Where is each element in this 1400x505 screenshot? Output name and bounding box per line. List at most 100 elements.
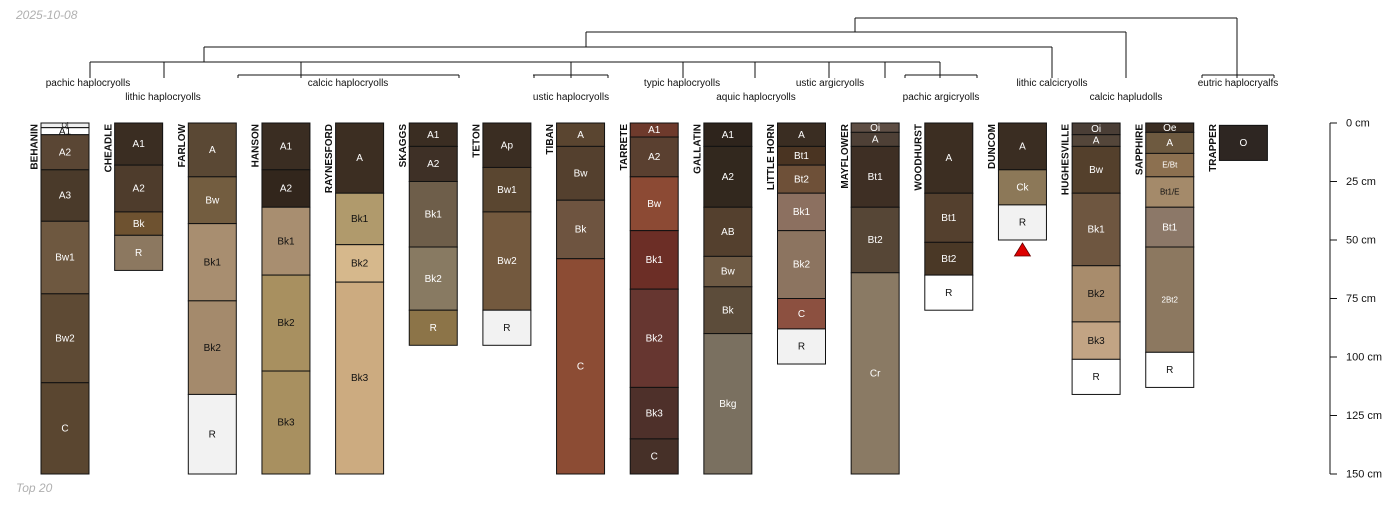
horizon-hanson-bk3 [261, 370, 311, 475]
profile-name-sapphire: SAPPHIRE [1134, 124, 1145, 175]
horizon-hanson-a2 [261, 169, 311, 208]
profile-name-hughesville: HUGHESVILLE [1061, 124, 1072, 195]
horizon-label-sapphire-2bt2: 2Bt2 [1162, 295, 1179, 304]
horizon-gallatin-a2 [703, 145, 753, 208]
horizon-label-behanin-a1: A1 [59, 126, 72, 137]
horizon-hanson-a1 [261, 122, 311, 171]
horizon-label-duncom-a: A [1019, 142, 1026, 153]
horizon-label-trapper-o: O [1240, 138, 1248, 149]
horizon-label-raynesford-bk2: Bk2 [351, 259, 369, 270]
horizon-behanin-c [40, 382, 90, 475]
horizon-label-teton-r: R [503, 323, 510, 334]
horizon-label-behanin-bw2: Bw2 [55, 333, 75, 344]
horizon-label-behanin-bw1: Bw1 [55, 253, 75, 264]
horizon-hanson-bk1 [261, 206, 311, 276]
horizon-label-sapphire-e-bt: E/Bt [1162, 161, 1178, 170]
profile-name-tiban: TIBAN [545, 124, 556, 155]
horizon-label-farlow-a: A [209, 145, 216, 156]
depth-tick-label: 25 cm [1346, 176, 1376, 188]
horizon-gallatin-ab [703, 206, 753, 257]
horizon-label-sapphire-r: R [1166, 365, 1173, 376]
horizon-label-teton-bw1: Bw1 [497, 185, 517, 196]
horizon-label-mayflower-a: A [872, 135, 879, 146]
footer-label: Top 20 [16, 481, 53, 495]
horizon-label-cheadle-a2: A2 [133, 184, 146, 195]
profile-name-gallatin: GALLATIN [692, 124, 703, 174]
horizon-label-skaggs-bk1: Bk1 [425, 209, 443, 220]
group-label-pachic-argicryolls: pachic argicryolls [903, 92, 980, 103]
horizon-label-hughesville-a: A [1093, 136, 1100, 147]
horizon-label-hughesville-bk3: Bk3 [1087, 336, 1105, 347]
horizon-farlow-bk1 [187, 223, 237, 302]
profile-name-little-horn: LITTLE HORN [766, 124, 777, 190]
depth-tick-label: 0 cm [1346, 117, 1370, 129]
horizon-teton-bw2 [482, 211, 532, 311]
profile-name-skaggs: SKAGGS [398, 124, 409, 168]
horizon-raynesford-bk2 [335, 244, 385, 283]
horizon-label-behanin-oi: Oi [62, 123, 69, 130]
horizon-label-raynesford-a: A [356, 153, 363, 164]
horizon-sapphire-bt1-e [1145, 176, 1195, 208]
horizon-label-hughesville-bw: Bw [1089, 165, 1104, 176]
horizon-hanson-bk2 [261, 274, 311, 372]
horizon-hughesville-r [1071, 358, 1121, 395]
horizon-duncom-ck [997, 169, 1047, 206]
group-label-lithic-haplocryolls: lithic haplocryolls [125, 92, 201, 103]
horizon-little-horn-r [777, 328, 826, 365]
horizon-label-tiban-a: A [577, 130, 584, 141]
horizon-label-mayflower-bt1: Bt1 [868, 172, 883, 183]
horizon-label-teton-ap: Ap [501, 140, 514, 151]
horizon-label-hanson-bk3: Bk3 [277, 418, 295, 429]
horizon-label-tiban-bk: Bk [575, 225, 588, 236]
horizon-label-little-horn-r: R [798, 342, 805, 353]
horizon-label-farlow-bk1: Bk1 [204, 257, 222, 268]
horizon-label-tiban-c: C [577, 362, 584, 373]
horizon-label-farlow-r: R [209, 429, 216, 440]
horizon-behanin-bw2 [40, 293, 90, 384]
profile-name-hanson: HANSON [251, 124, 262, 167]
horizon-woodhurst-r [924, 274, 974, 311]
horizon-label-gallatin-bw: Bw [721, 267, 736, 278]
group-label-lithic-calcicryolls: lithic calcicryolls [1016, 78, 1087, 89]
horizon-label-hughesville-bk1: Bk1 [1087, 225, 1105, 236]
horizon-label-tarrete-bk2: Bk2 [646, 333, 664, 344]
horizon-label-hughesville-oi: Oi [1091, 124, 1101, 135]
horizon-trapper-o [1218, 124, 1268, 161]
horizon-label-mayflower-oi: Oi [870, 123, 880, 134]
horizon-raynesford-bk3 [335, 281, 385, 475]
horizon-teton-r [482, 309, 532, 346]
horizon-label-mayflower-cr: Cr [870, 369, 881, 380]
profile-name-mayflower: MAYFLOWER [840, 123, 851, 188]
group-label-pachic-haplocryolls: pachic haplocryolls [46, 78, 131, 89]
horizon-mayflower-bt1 [850, 145, 900, 208]
horizon-gallatin-bk [703, 286, 753, 335]
group-label-ustic-haplocryolls: ustic haplocryolls [533, 92, 609, 103]
horizon-hughesville-bk1 [1071, 192, 1121, 267]
horizon-label-gallatin-a2: A2 [722, 172, 735, 183]
horizon-woodhurst-bt2 [924, 241, 974, 276]
horizon-label-gallatin-ab: AB [721, 227, 735, 238]
horizon-label-cheadle-a1: A1 [133, 139, 146, 150]
profile-name-tarrete: TARRETE [619, 124, 630, 171]
horizon-tarrete-bw [629, 176, 679, 232]
horizon-label-tarrete-a2: A2 [648, 152, 661, 163]
date-label: 2025-10-08 [16, 8, 78, 22]
horizon-label-sapphire-bt1: Bt1 [1162, 222, 1177, 233]
horizon-label-raynesford-bk3: Bk3 [351, 373, 369, 384]
horizon-label-hanson-bk1: Bk1 [277, 236, 295, 247]
horizon-duncom-r [997, 204, 1047, 241]
profile-name-trapper: TRAPPER [1208, 123, 1219, 172]
horizon-label-behanin-a2: A2 [59, 147, 72, 158]
horizon-label-hanson-a2: A2 [280, 184, 293, 195]
horizon-label-sapphire-oe: Oe [1163, 123, 1177, 134]
horizon-behanin-a3 [40, 169, 90, 222]
horizon-label-gallatin-a1: A1 [722, 130, 735, 141]
horizon-label-duncom-ck: Ck [1016, 182, 1029, 193]
horizon-gallatin-bw [703, 255, 753, 288]
horizon-label-woodhurst-a: A [945, 153, 952, 164]
group-label-calcic-haplocryolls: calcic haplocryolls [308, 78, 389, 89]
horizon-label-tarrete-bk3: Bk3 [646, 408, 664, 419]
horizon-label-little-horn-bk1: Bk1 [793, 207, 811, 218]
horizon-tiban-c [556, 258, 606, 475]
horizon-label-woodhurst-r: R [945, 288, 952, 299]
